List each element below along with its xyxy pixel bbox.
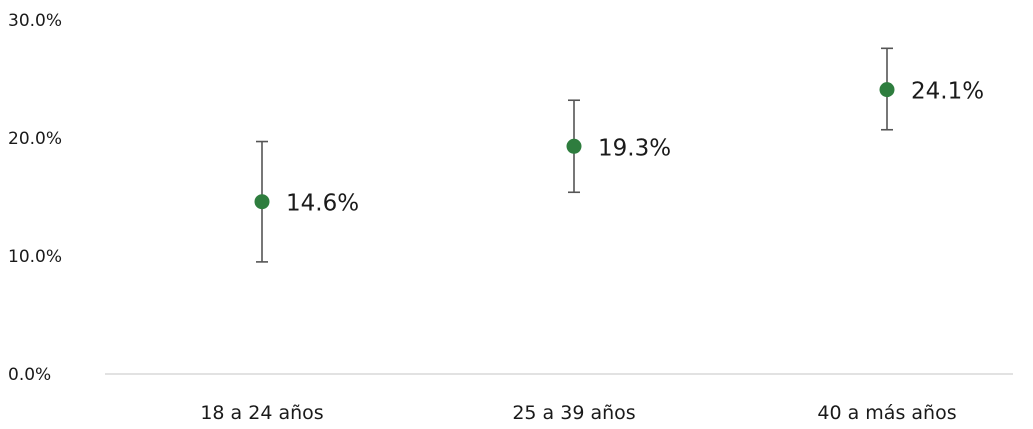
y-tick-label: 10.0% — [8, 247, 62, 267]
x-category-labels: 18 a 24 años 25 a 39 años 40 a más años — [200, 402, 956, 424]
y-tick-label: 0.0% — [8, 365, 51, 385]
data-label: 19.3% — [598, 135, 671, 161]
data-point — [254, 194, 270, 210]
x-category-label: 25 a 39 años — [512, 402, 635, 424]
x-category-label: 40 a más años — [817, 402, 956, 424]
y-tick-label: 20.0% — [8, 129, 62, 149]
data-label: 14.6% — [286, 191, 359, 217]
data-point — [566, 138, 582, 154]
y-tick-label: 30.0% — [8, 11, 62, 31]
data-label: 24.1% — [911, 79, 984, 105]
data-labels: 14.6% 19.3% 24.1% — [286, 79, 984, 217]
x-category-label: 18 a 24 años — [200, 402, 323, 424]
y-tick-labels: 0.0% 10.0% 20.0% 30.0% — [8, 11, 62, 385]
data-marks — [254, 47, 895, 263]
data-point — [879, 82, 895, 98]
